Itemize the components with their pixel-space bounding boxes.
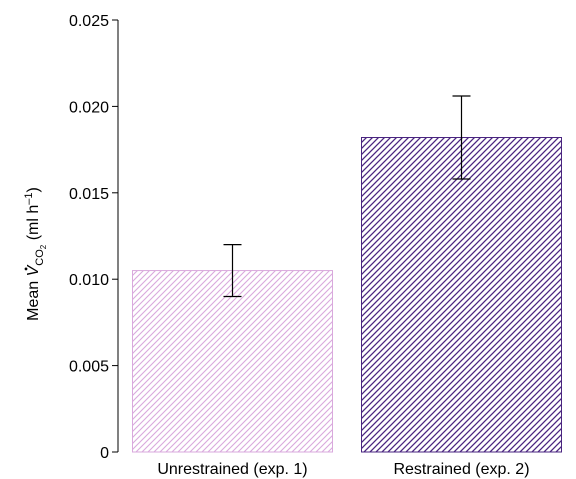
y-tick-label: 0.005 <box>69 359 109 376</box>
y-title-subsubscript: 2 <box>39 244 48 249</box>
y-axis: 0 0.005 0.010 0.015 0.020 0.025 <box>69 13 119 462</box>
error-bar <box>452 95 471 180</box>
x-category-label: Restrained (exp. 2) <box>393 461 529 478</box>
x-category-label: Unrestrained (exp. 1) <box>157 461 307 478</box>
y-axis-title: Mean VCO2 (ml h–1) <box>23 187 48 321</box>
y-tick-label: 0.025 <box>69 13 109 30</box>
error-bar <box>223 244 242 298</box>
y-tick-label: 0.020 <box>69 99 109 116</box>
y-tick-label: 0.010 <box>69 272 109 289</box>
y-title-symbol: V <box>25 264 42 276</box>
y-title-superscript: –1 <box>23 192 35 204</box>
error-bars <box>223 95 471 298</box>
x-axis-labels: Unrestrained (exp. 1) Restrained (exp. 2) <box>157 461 529 478</box>
y-tick-label: 0 <box>100 445 109 462</box>
flow-rate-dot <box>24 267 28 271</box>
y-title-close: ) <box>25 187 42 192</box>
bar-restrained <box>361 137 562 453</box>
y-tick-label: 0.015 <box>69 186 109 203</box>
y-title-subscript: CO <box>34 249 46 266</box>
y-title-suffix: (ml h <box>25 205 42 245</box>
bars <box>132 137 562 453</box>
y-title-prefix: Mean <box>25 276 42 320</box>
bar-unrestrained <box>132 270 333 453</box>
